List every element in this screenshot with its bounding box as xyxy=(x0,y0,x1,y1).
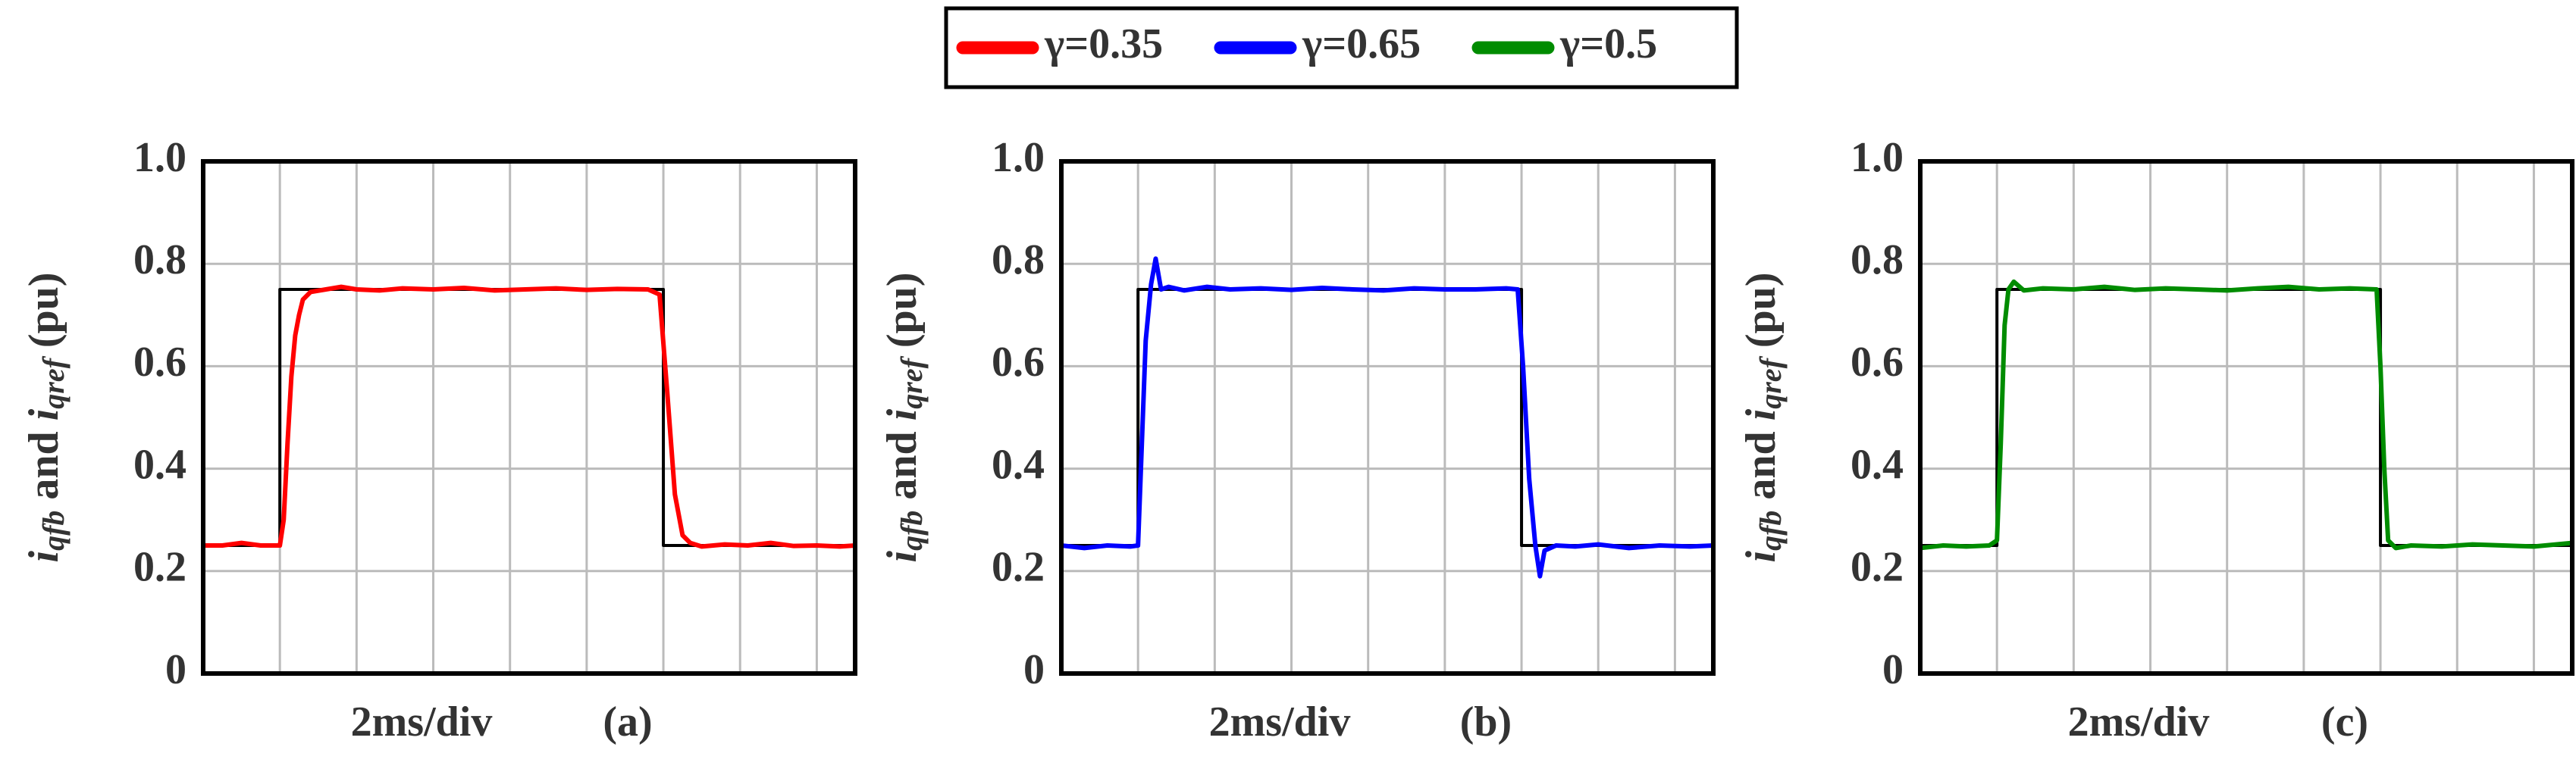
y-axis-label-part: i xyxy=(20,408,67,420)
y-axis-label: iqfbandiqref(pu) xyxy=(879,273,929,563)
legend: γ=0.35 γ=0.65 γ=0.5 xyxy=(956,20,1657,67)
data-line xyxy=(1919,279,2573,551)
data-line xyxy=(1061,288,1713,547)
y-axis-label-part: qfb xyxy=(36,511,71,551)
y-tick-label: 0.2 xyxy=(1851,544,1904,591)
y-tick-label: 0 xyxy=(1882,646,1904,693)
y-axis-label: iqfbandiqref(pu) xyxy=(1738,273,1788,563)
y-tick-label: 1.0 xyxy=(133,134,186,181)
y-axis-label-part: qfb xyxy=(1753,511,1788,551)
y-axis-label-part: (pu) xyxy=(20,273,67,348)
y-tick-label: 0.8 xyxy=(992,236,1045,283)
y-tick-label: 0.2 xyxy=(133,544,186,591)
panel-label: (a) xyxy=(603,699,652,745)
y-axis-label-part: and xyxy=(1738,431,1785,499)
y-tick-label: 0 xyxy=(165,646,186,693)
y-tick-label: 0.8 xyxy=(1851,236,1904,283)
y-axis-label-part: and xyxy=(20,431,67,499)
panel-label: (b) xyxy=(1460,699,1512,745)
y-axis-label-part: (pu) xyxy=(1738,273,1785,348)
y-axis-label-part: and xyxy=(879,431,926,499)
y-axis-label-part: i xyxy=(1738,550,1785,562)
y-axis-label-part: i xyxy=(1738,408,1785,420)
y-tick-label: 0.8 xyxy=(133,236,186,283)
y-axis-label-part: qfb xyxy=(895,511,929,551)
y-axis-label-part: i xyxy=(20,550,67,562)
y-axis-label-part: i xyxy=(879,408,926,420)
y-axis-label-part: qref xyxy=(36,355,71,408)
plot-frame xyxy=(201,159,857,676)
data-line xyxy=(203,284,856,549)
y-axis-label: iqfbandiqref(pu) xyxy=(20,273,71,563)
y-axis-label-part: qref xyxy=(1753,355,1788,408)
x-axis-label: 2ms/div xyxy=(351,699,493,745)
y-tick-label: 0.6 xyxy=(992,339,1045,386)
legend-label: γ=0.65 xyxy=(1302,20,1421,67)
y-tick-label: 0.6 xyxy=(1851,339,1904,386)
data-line xyxy=(203,288,855,547)
legend-label: γ=0.35 xyxy=(1044,20,1163,67)
legend-box xyxy=(944,6,1739,89)
y-tick-label: 0 xyxy=(1023,646,1045,693)
y-tick-label: 1.0 xyxy=(992,134,1045,181)
plot-frame xyxy=(1059,159,1716,676)
plot-frame xyxy=(1918,159,2574,676)
y-axis-label-part: i xyxy=(879,550,926,562)
data-line xyxy=(1920,288,2572,547)
x-axis-label: 2ms/div xyxy=(2068,699,2210,745)
y-axis-label-part: (pu) xyxy=(879,273,926,348)
data-line xyxy=(1061,256,1714,579)
y-tick-label: 0.2 xyxy=(992,544,1045,591)
y-tick-label: 0.4 xyxy=(1851,441,1904,488)
y-axis-label-part: qref xyxy=(895,355,929,408)
x-axis-label: 2ms/div xyxy=(1209,699,1351,745)
y-tick-label: 0.6 xyxy=(133,339,186,386)
y-tick-label: 0.4 xyxy=(133,441,186,488)
legend-label: γ=0.5 xyxy=(1559,20,1657,67)
y-tick-label: 0.4 xyxy=(992,441,1045,488)
y-tick-label: 1.0 xyxy=(1851,134,1904,181)
panel-label: (c) xyxy=(2321,699,2368,745)
